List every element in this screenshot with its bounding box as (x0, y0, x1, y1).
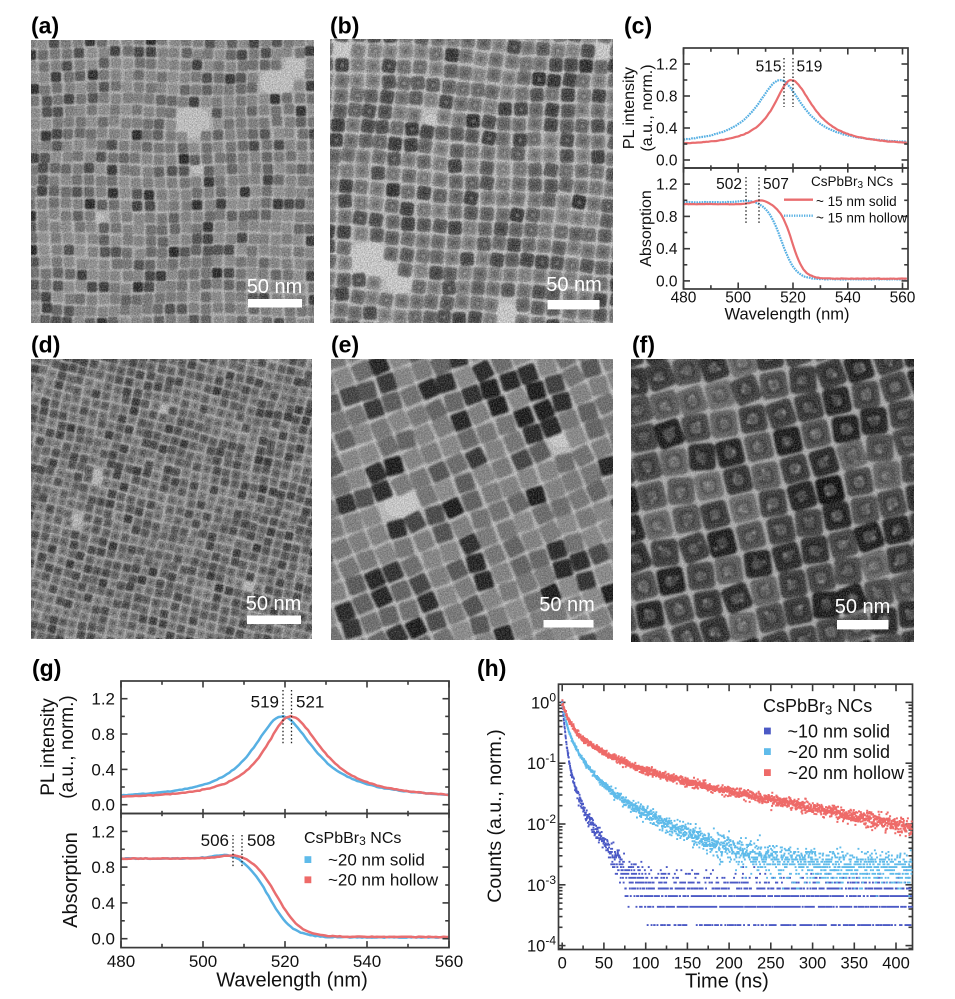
svg-text:0.8: 0.8 (656, 88, 678, 105)
svg-text:519: 519 (251, 693, 279, 712)
svg-text:500: 500 (189, 952, 217, 971)
svg-text:~20 nm solid: ~20 nm solid (328, 851, 425, 870)
svg-text:(a.u., norm.): (a.u., norm.) (639, 64, 656, 151)
svg-text:~ 15 nm solid: ~ 15 nm solid (816, 194, 897, 209)
svg-text:508: 508 (247, 831, 275, 850)
svg-text:520: 520 (780, 290, 806, 307)
svg-text:~20 nm hollow: ~20 nm hollow (328, 871, 439, 890)
svg-text:CsPbBr3 NCs: CsPbBr3 NCs (763, 696, 872, 718)
svg-text:1.2: 1.2 (656, 177, 678, 194)
svg-text:(f): (f) (632, 332, 655, 358)
svg-text:540: 540 (835, 290, 861, 307)
svg-text:0.0: 0.0 (91, 796, 115, 815)
svg-text:~ 15 nm hollow: ~ 15 nm hollow (816, 210, 907, 225)
svg-text:0: 0 (558, 955, 567, 973)
svg-text:CsPbBr3 NCs: CsPbBr3 NCs (811, 174, 893, 191)
svg-text:150: 150 (674, 955, 702, 973)
svg-text:0.4: 0.4 (656, 120, 678, 137)
svg-text:CsPbBr3 NCs: CsPbBr3 NCs (304, 830, 401, 848)
svg-text:(g): (g) (32, 655, 61, 681)
svg-text:0.4: 0.4 (91, 760, 115, 779)
svg-text:502: 502 (716, 176, 742, 193)
svg-text:400: 400 (882, 955, 910, 973)
svg-text:480: 480 (107, 952, 135, 971)
svg-text:0.8: 0.8 (91, 858, 115, 877)
svg-text:PL intensity: PL intensity (621, 67, 638, 149)
svg-text:(e): (e) (331, 332, 359, 358)
svg-text:(d): (d) (31, 332, 60, 358)
svg-text:521: 521 (296, 693, 324, 712)
svg-text:Absorption: Absorption (638, 190, 655, 267)
svg-text:50 nm: 50 nm (546, 274, 602, 296)
svg-text:Wavelength (nm): Wavelength (nm) (216, 970, 368, 992)
svg-text:560: 560 (435, 952, 463, 971)
svg-text:200: 200 (715, 955, 743, 973)
svg-text:300: 300 (799, 955, 827, 973)
svg-text:(h): (h) (477, 655, 506, 681)
svg-text:~20 nm hollow: ~20 nm hollow (788, 763, 906, 783)
svg-text:50 nm: 50 nm (835, 596, 891, 618)
svg-text:(b): (b) (330, 13, 359, 39)
svg-text:0.0: 0.0 (656, 273, 678, 290)
svg-text:1.2: 1.2 (656, 56, 678, 73)
svg-text:507: 507 (763, 176, 789, 193)
svg-text:1.2: 1.2 (91, 690, 115, 709)
svg-text:515: 515 (756, 59, 782, 76)
svg-text:0.8: 0.8 (656, 209, 678, 226)
svg-text:0.4: 0.4 (91, 894, 115, 913)
svg-text:0.4: 0.4 (656, 241, 678, 258)
svg-text:(c): (c) (624, 13, 652, 39)
svg-text:(a.u., norm.): (a.u., norm.) (57, 695, 78, 798)
svg-text:480: 480 (671, 290, 697, 307)
svg-text:0.0: 0.0 (91, 930, 115, 949)
svg-text:519: 519 (797, 59, 823, 76)
svg-text:50 nm: 50 nm (246, 593, 302, 615)
svg-text:50 nm: 50 nm (539, 594, 595, 616)
svg-text:506: 506 (201, 831, 229, 850)
svg-text:520: 520 (271, 952, 299, 971)
svg-text:PL intensity: PL intensity (38, 698, 59, 796)
svg-text:0.0: 0.0 (656, 152, 678, 169)
svg-text:500: 500 (725, 290, 751, 307)
svg-text:50 nm: 50 nm (247, 276, 303, 298)
svg-text:100: 100 (632, 955, 660, 973)
svg-text:250: 250 (757, 955, 785, 973)
svg-text:~20 nm solid: ~20 nm solid (788, 742, 891, 762)
svg-text:(a): (a) (31, 13, 59, 39)
svg-text:350: 350 (841, 955, 869, 973)
svg-text:Time (ns): Time (ns) (685, 971, 769, 993)
svg-text:Wavelength (nm): Wavelength (nm) (724, 306, 849, 324)
svg-text:1.2: 1.2 (91, 822, 115, 841)
svg-text:~10 nm solid: ~10 nm solid (788, 722, 891, 742)
svg-text:Absorption: Absorption (60, 832, 82, 928)
svg-text:560: 560 (890, 290, 916, 307)
svg-text:50: 50 (595, 955, 613, 973)
svg-text:0.8: 0.8 (91, 725, 115, 744)
svg-text:Counts (a.u., norm.): Counts (a.u., norm.) (484, 729, 506, 902)
svg-text:540: 540 (353, 952, 381, 971)
